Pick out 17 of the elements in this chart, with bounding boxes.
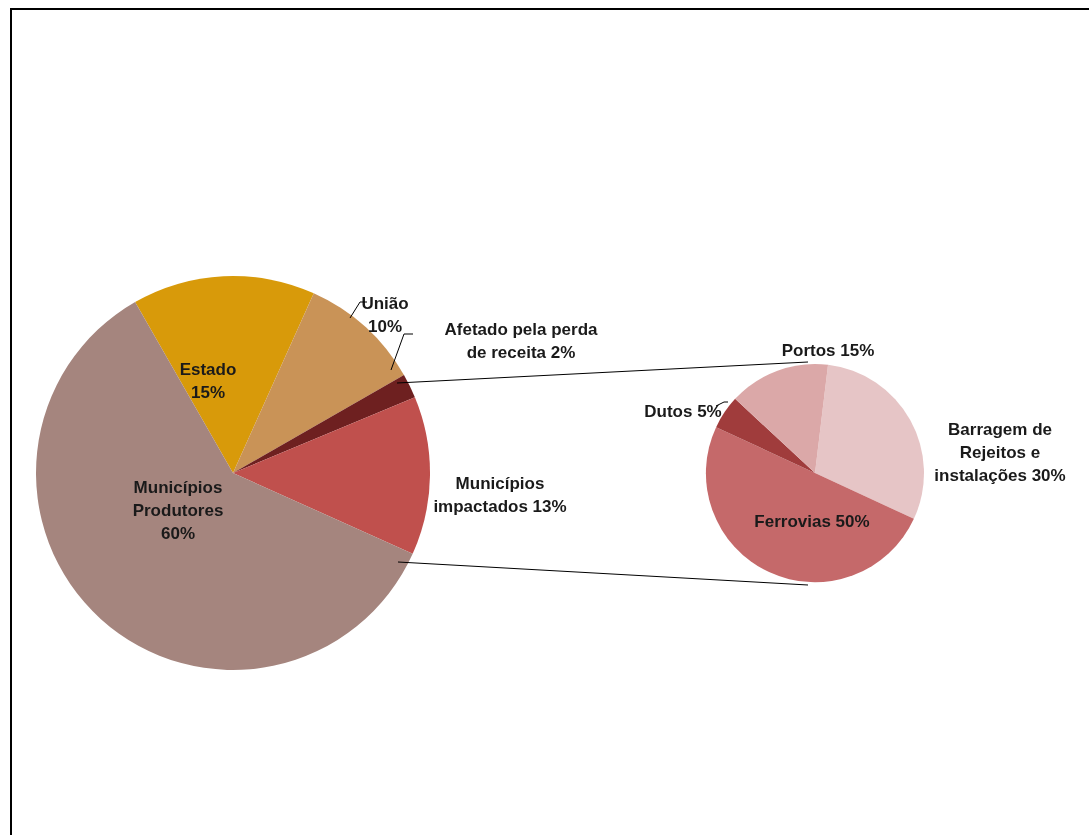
data-label: 60% [160,524,196,543]
slice-label: Estado [179,360,237,379]
pie-slice [706,427,914,583]
slice-label: União [361,294,409,313]
slice-label: Municípios Produtores [132,478,224,520]
data-label: 10% [367,317,403,336]
pie-slice [735,364,829,473]
slice-label: Ferrovias 50% [754,512,870,531]
pie-slice [233,397,430,554]
data-label: 15% [190,383,226,402]
slice-label: Portos 15% [781,341,875,360]
pie-slice [233,375,415,473]
slice-label: Barragem de Rejeitos e instalações 30% [934,420,1066,485]
pie-slice [135,276,314,473]
slice-label: Afetado pela perda de receita 2% [444,320,599,362]
slice-label: Municípios impactados 13% [433,474,567,516]
slice-label: Dutos 5% [644,402,722,421]
